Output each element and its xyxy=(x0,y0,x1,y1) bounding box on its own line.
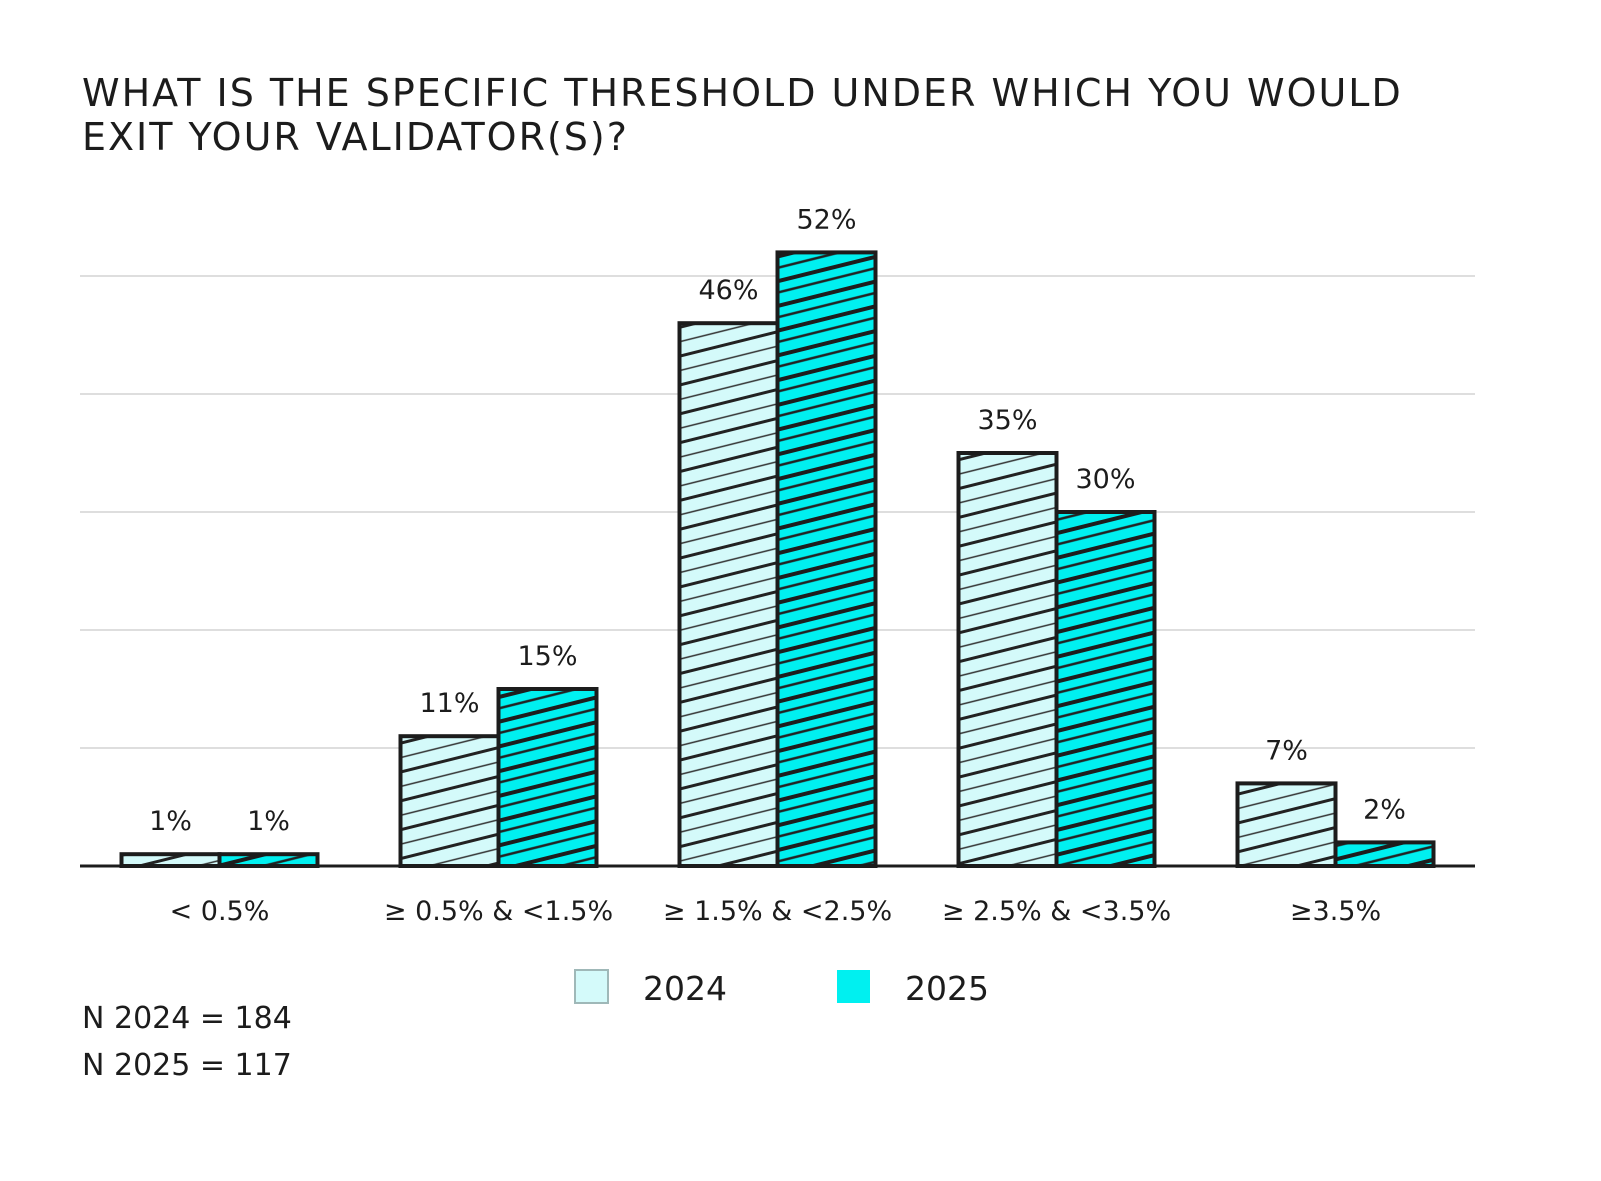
x-tick-label-3: ≥ 1.5% & <2.5% xyxy=(663,896,892,927)
bar-2025-3 xyxy=(775,250,878,868)
data-label-2024-3: 46% xyxy=(698,275,758,306)
x-tick-label-2: ≥ 0.5% & <1.5% xyxy=(384,896,613,927)
bar-2024-1 xyxy=(119,852,222,869)
x-tick-label-5: ≥3.5% xyxy=(1290,896,1381,927)
data-label-2024-2: 11% xyxy=(419,688,479,719)
data-label-2024-5: 7% xyxy=(1265,735,1308,766)
bar-2025-4 xyxy=(1054,510,1157,868)
x-axis-tick-labels: < 0.5% ≥ 0.5% & <1.5% ≥ 1.5% & <2.5% ≥ 2.5%… xyxy=(170,896,1382,927)
data-label-2025-1: 1% xyxy=(247,806,290,837)
legend-swatch-2024 xyxy=(574,969,609,1004)
data-label-2024-4: 35% xyxy=(977,405,1037,436)
x-tick-label-4: ≥ 2.5% & <3.5% xyxy=(942,896,1171,927)
data-label-2024-1: 1% xyxy=(149,806,192,837)
value-labels: 1% 1% 11% 15% 46% 52% 35% 30% 7% 2% xyxy=(149,204,1406,837)
x-tick-label-1: < 0.5% xyxy=(170,896,270,927)
bar-2025-5 xyxy=(1333,840,1436,869)
sample-size-notes: N 2024 = 184 N 2025 = 117 xyxy=(82,1001,292,1083)
chart-title: WHAT IS THE SPECIFIC THRESHOLD UNDER WHI… xyxy=(82,71,1403,159)
sample-size-2024: N 2024 = 184 xyxy=(82,1001,292,1036)
data-label-2025-4: 30% xyxy=(1075,464,1135,495)
bar-2024-3 xyxy=(677,321,780,868)
data-label-2025-2: 15% xyxy=(517,641,577,672)
legend-label-2024: 2024 xyxy=(643,969,727,1008)
bar-2024-4 xyxy=(956,451,1059,868)
legend-swatch-2025 xyxy=(837,970,870,1003)
chart-title-line-2: EXIT YOUR VALIDATOR(S)? xyxy=(82,115,629,159)
bar-2024-2 xyxy=(398,734,501,869)
data-label-2025-5: 2% xyxy=(1363,794,1406,825)
bar-2025-1 xyxy=(217,852,320,869)
bar-2024-5 xyxy=(1235,781,1338,869)
bar-2025-2 xyxy=(496,687,599,868)
chart-title-line-1: WHAT IS THE SPECIFIC THRESHOLD UNDER WHI… xyxy=(82,71,1403,115)
sample-size-2025: N 2025 = 117 xyxy=(82,1048,292,1083)
bars xyxy=(119,250,1436,869)
data-label-2025-3: 52% xyxy=(796,204,856,235)
legend-label-2025: 2025 xyxy=(905,969,989,1008)
legend: 2024 2025 xyxy=(574,969,989,1008)
